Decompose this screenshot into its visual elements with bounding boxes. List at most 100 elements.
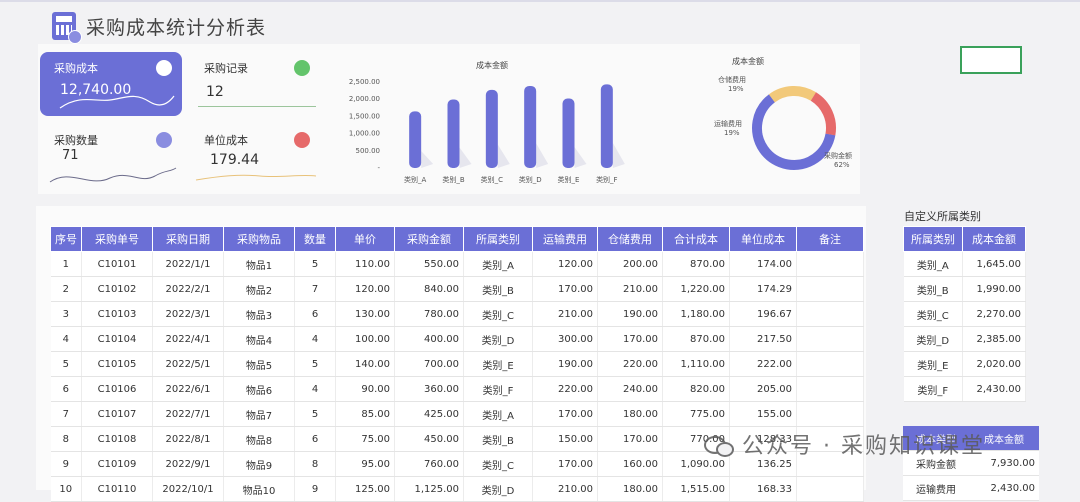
table-cell[interactable]: C10106 xyxy=(81,376,153,402)
table-cell[interactable]: 采购金额 xyxy=(903,450,969,476)
table-cell[interactable]: 6 xyxy=(294,426,336,452)
table-cell[interactable]: 5 xyxy=(294,351,336,377)
table-row[interactable]: 3 C10103 2022/3/1 物品3 6 130.00 780.00 类别_C 210.0… xyxy=(50,301,864,327)
table-cell[interactable] xyxy=(796,276,864,302)
table-cell[interactable]: 196.67 xyxy=(729,301,797,327)
table-cell[interactable]: 运输费用 xyxy=(903,475,969,501)
table-cell[interactable]: 1,990.00 xyxy=(962,276,1026,302)
table-cell[interactable]: 95.00 xyxy=(335,451,395,477)
table-cell[interactable]: 85.00 xyxy=(335,401,395,427)
table-cell[interactable]: 170.00 xyxy=(597,426,663,452)
table-cell[interactable]: 190.00 xyxy=(532,351,598,377)
table-cell[interactable]: 205.00 xyxy=(729,376,797,402)
table-cell[interactable] xyxy=(796,376,864,402)
table-cell[interactable]: 150.00 xyxy=(532,426,598,452)
table-cell[interactable]: 2,020.00 xyxy=(962,351,1026,377)
table-cell[interactable]: 类别_C xyxy=(463,451,533,477)
table-cell[interactable]: 类别_A xyxy=(463,251,533,277)
column-header[interactable]: 采购物品 xyxy=(223,226,295,252)
card-purchase-cost[interactable]: 采购成本 12,740.00 xyxy=(40,52,182,116)
table-cell[interactable]: 220.00 xyxy=(597,351,663,377)
table-cell[interactable]: 5 xyxy=(294,251,336,277)
table-cell[interactable]: 8 xyxy=(50,426,82,452)
table-cell[interactable]: 类别_B xyxy=(463,276,533,302)
table-row[interactable]: 类别_A 1,645.00 xyxy=(903,251,1026,277)
table-row[interactable]: 1 C10101 2022/1/1 物品1 5 110.00 550.00 类别_A 120.0… xyxy=(50,251,864,277)
table-row[interactable]: 类别_E 2,020.00 xyxy=(903,351,1026,377)
table-cell[interactable]: 7 xyxy=(294,276,336,302)
table-cell[interactable]: 物品2 xyxy=(223,276,295,302)
table-cell[interactable]: 2022/3/1 xyxy=(152,301,224,327)
table-cell[interactable]: 2,430.00 xyxy=(962,376,1026,402)
table-cell[interactable]: 168.33 xyxy=(729,476,797,502)
table-cell[interactable]: 240.00 xyxy=(597,376,663,402)
table-row[interactable]: 9 C10109 2022/9/1 物品9 8 95.00 760.00 类别_C 170.00… xyxy=(50,451,864,477)
table-cell[interactable]: 400.00 xyxy=(394,326,464,352)
table-cell[interactable]: 174.29 xyxy=(729,276,797,302)
column-header[interactable]: 成本金额 xyxy=(969,426,1039,451)
table-cell[interactable]: 700.00 xyxy=(394,351,464,377)
column-header[interactable]: 备注 xyxy=(796,226,864,252)
table-cell[interactable]: 1 xyxy=(50,251,82,277)
table-cell[interactable]: 9 xyxy=(294,476,336,502)
table-cell[interactable]: 75.00 xyxy=(335,426,395,452)
table-cell[interactable]: 1,220.00 xyxy=(662,276,730,302)
table-cell[interactable]: C10107 xyxy=(81,401,153,427)
table-cell[interactable]: 9 xyxy=(50,451,82,477)
table-cell[interactable]: 2022/2/1 xyxy=(152,276,224,302)
column-header[interactable]: 成本金额 xyxy=(962,226,1026,252)
column-header[interactable]: 合计成本 xyxy=(662,226,730,252)
card-unit-cost[interactable]: 单位成本 179.44 xyxy=(190,124,320,190)
table-cell[interactable]: 类别_D xyxy=(463,326,533,352)
table-cell[interactable]: 1,645.00 xyxy=(962,251,1026,277)
table-cell[interactable] xyxy=(796,401,864,427)
table-cell[interactable]: C10110 xyxy=(81,476,153,502)
table-cell[interactable]: 类别_E xyxy=(463,351,533,377)
table-row[interactable]: 7 C10107 2022/7/1 物品7 5 85.00 425.00 类别_A 170.00… xyxy=(50,401,864,427)
column-header[interactable]: 采购金额 xyxy=(394,226,464,252)
table-cell[interactable]: 10 xyxy=(50,476,82,502)
table-cell[interactable]: 类别_C xyxy=(903,301,963,327)
table-cell[interactable]: 物品1 xyxy=(223,251,295,277)
table-cell[interactable]: 300.00 xyxy=(532,326,598,352)
table-cell[interactable]: 110.00 xyxy=(335,251,395,277)
table-cell[interactable]: 物品8 xyxy=(223,426,295,452)
table-cell[interactable] xyxy=(796,451,864,477)
table-cell[interactable]: 8 xyxy=(294,451,336,477)
table-row[interactable]: 10 C10110 2022/10/1 物品10 9 125.00 1,125.00 类别_D… xyxy=(50,476,864,502)
table-cell[interactable]: 物品5 xyxy=(223,351,295,377)
column-header[interactable]: 单位成本 xyxy=(729,226,797,252)
table-cell[interactable]: 7,930.00 xyxy=(969,450,1039,476)
table-cell[interactable]: 2022/5/1 xyxy=(152,351,224,377)
table-cell[interactable]: C10101 xyxy=(81,251,153,277)
table-row[interactable]: 类别_B 1,990.00 xyxy=(903,276,1026,302)
table-cell[interactable]: 870.00 xyxy=(662,326,730,352)
table-row[interactable]: 采购金额 7,930.00 xyxy=(903,450,1039,476)
table-cell[interactable]: C10104 xyxy=(81,326,153,352)
table-cell[interactable]: 170.00 xyxy=(532,451,598,477)
table-cell[interactable]: 210.00 xyxy=(597,276,663,302)
card-purchase-qty[interactable]: 采购数量 71 xyxy=(40,124,182,190)
table-cell[interactable]: 4 xyxy=(294,376,336,402)
column-header[interactable]: 序号 xyxy=(50,226,82,252)
table-cell[interactable]: 类别_B xyxy=(463,426,533,452)
table-cell[interactable]: 类别_F xyxy=(903,376,963,402)
table-cell[interactable]: 物品4 xyxy=(223,326,295,352)
table-cell[interactable]: 2,270.00 xyxy=(962,301,1026,327)
table-cell[interactable]: 136.25 xyxy=(729,451,797,477)
table-cell[interactable]: 160.00 xyxy=(597,451,663,477)
table-cell[interactable]: 2022/10/1 xyxy=(152,476,224,502)
column-header[interactable]: 运输费用 xyxy=(532,226,598,252)
table-cell[interactable]: 类别_D xyxy=(463,476,533,502)
table-cell[interactable]: 类别_F xyxy=(463,376,533,402)
table-cell[interactable]: 类别_D xyxy=(903,326,963,352)
table-cell[interactable]: 类别_C xyxy=(463,301,533,327)
table-cell[interactable]: 2,385.00 xyxy=(962,326,1026,352)
table-cell[interactable]: 200.00 xyxy=(597,251,663,277)
table-cell[interactable]: 2022/8/1 xyxy=(152,426,224,452)
column-header[interactable]: 所属类别 xyxy=(463,226,533,252)
table-cell[interactable]: 3 xyxy=(50,301,82,327)
selected-cell[interactable] xyxy=(960,46,1022,74)
table-cell[interactable]: 870.00 xyxy=(662,251,730,277)
table-cell[interactable]: 130.00 xyxy=(335,301,395,327)
